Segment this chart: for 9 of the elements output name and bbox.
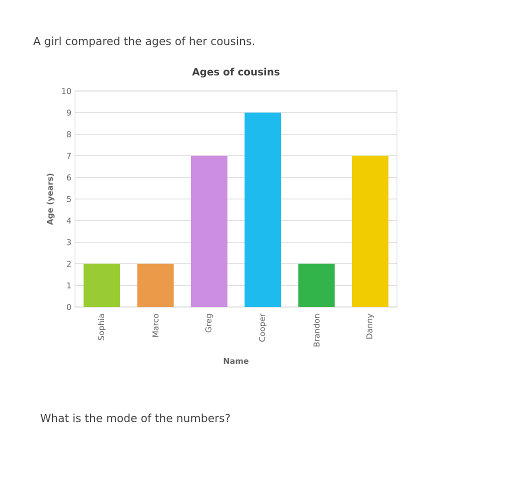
text: A girl compared the ages of her cousins. [33, 36, 254, 48]
bar [84, 264, 120, 307]
bar [137, 264, 174, 307]
bar [298, 264, 335, 307]
bar [244, 112, 282, 307]
bar [352, 156, 388, 307]
text: What is the mode of the numbers? [40, 414, 230, 422]
chart-title: Ages of cousins [192, 68, 280, 78]
bar [190, 156, 228, 307]
